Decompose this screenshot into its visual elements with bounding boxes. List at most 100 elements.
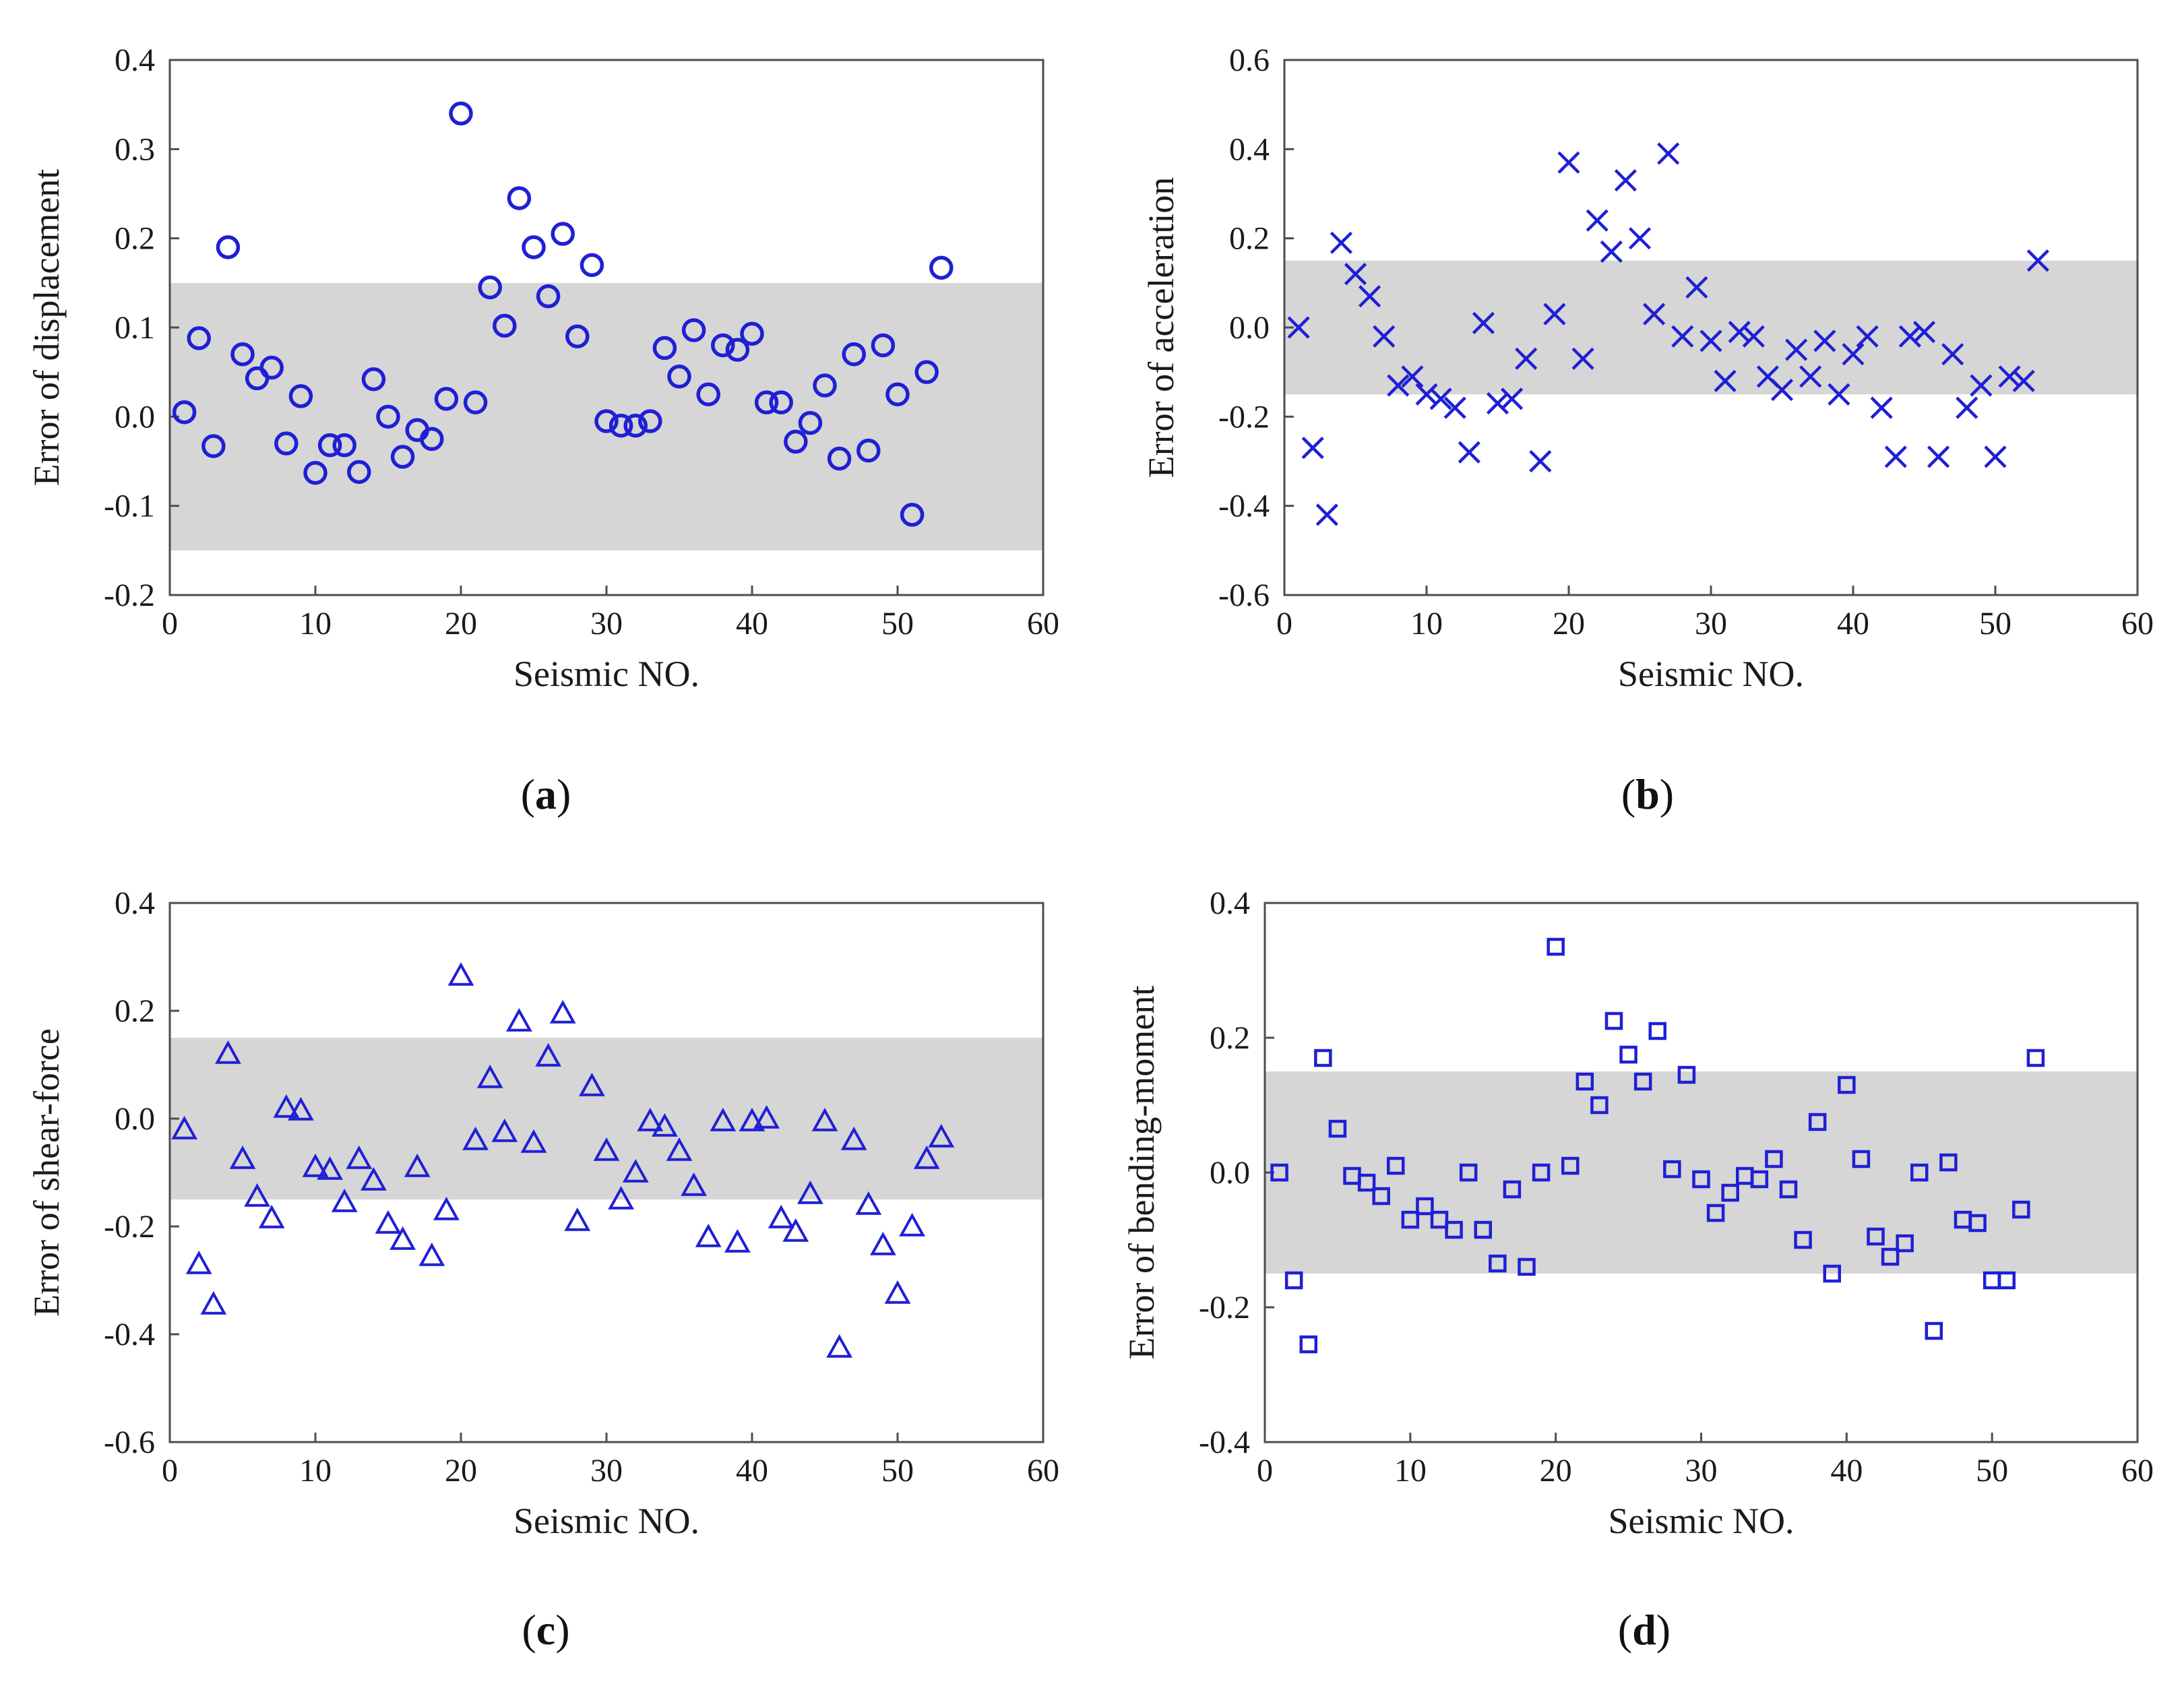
x-tick-label: 10 bbox=[1394, 1453, 1427, 1489]
x-tick-label: 40 bbox=[736, 606, 768, 642]
data-point bbox=[1328, 1119, 1347, 1138]
data-point bbox=[216, 235, 241, 259]
data-point bbox=[565, 324, 590, 348]
x-tick-label: 30 bbox=[590, 1453, 623, 1489]
data-point bbox=[201, 434, 226, 458]
data-point bbox=[288, 384, 313, 408]
data-point bbox=[782, 1218, 809, 1242]
data-point bbox=[1838, 1075, 1856, 1094]
data-point bbox=[798, 410, 823, 435]
y-tick-label: 0.2 bbox=[115, 221, 155, 257]
data-point bbox=[1301, 437, 1324, 460]
data-point bbox=[609, 413, 633, 438]
x-tick-label: 60 bbox=[1027, 1453, 1059, 1489]
data-point bbox=[389, 1226, 416, 1250]
data-point bbox=[462, 1126, 489, 1150]
data-point bbox=[1299, 1335, 1317, 1354]
data-series-b bbox=[1287, 142, 2049, 526]
data-point bbox=[928, 1123, 955, 1148]
data-point bbox=[361, 1166, 387, 1191]
data-point bbox=[1671, 325, 1694, 348]
data-point bbox=[711, 333, 735, 358]
data-point bbox=[1643, 303, 1666, 325]
data-point bbox=[1939, 1153, 1958, 1172]
data-point bbox=[346, 1145, 373, 1169]
data-point bbox=[171, 1115, 197, 1140]
data-point bbox=[273, 1094, 300, 1118]
data-point bbox=[274, 431, 299, 456]
x-tick-label: 60 bbox=[2121, 1453, 2154, 1489]
y-tick-label: 0.0 bbox=[1229, 310, 1270, 346]
data-point bbox=[579, 1072, 605, 1096]
y-tick-label: 0.1 bbox=[115, 310, 155, 346]
data-point bbox=[1415, 383, 1438, 406]
data-point bbox=[1503, 1180, 1522, 1199]
data-point bbox=[1543, 303, 1566, 325]
data-point bbox=[1870, 396, 1893, 419]
data-point bbox=[754, 390, 779, 414]
data-point bbox=[1742, 325, 1765, 348]
data-point bbox=[506, 1007, 532, 1032]
data-point bbox=[885, 382, 910, 406]
data-point bbox=[215, 1040, 241, 1064]
panel-caption: (d) bbox=[1618, 1606, 1671, 1654]
data-point bbox=[929, 255, 954, 280]
data-point bbox=[1785, 338, 1808, 361]
data-point bbox=[230, 342, 255, 367]
data-point bbox=[1881, 1247, 1900, 1266]
data-point bbox=[2012, 1200, 2030, 1219]
x-tick-label: 20 bbox=[1553, 606, 1585, 642]
data-point bbox=[696, 382, 720, 406]
y-tick-label: -0.4 bbox=[104, 1317, 155, 1352]
x-tick-label: 40 bbox=[1837, 606, 1869, 642]
data-point bbox=[1828, 383, 1850, 406]
data-point bbox=[1852, 1150, 1871, 1168]
data-point bbox=[1372, 1187, 1390, 1206]
y-tick-label: 0.2 bbox=[115, 993, 155, 1029]
x-axis-title: Seismic NO. bbox=[513, 654, 699, 694]
data-point bbox=[332, 433, 356, 458]
data-point bbox=[623, 413, 648, 438]
y-axis-title: Error of shear-force bbox=[26, 1028, 67, 1317]
data-point bbox=[667, 365, 691, 389]
data-point bbox=[493, 313, 517, 338]
data-point bbox=[1619, 1045, 1637, 1064]
data-point bbox=[1925, 1321, 1943, 1340]
data-point bbox=[1867, 1227, 1885, 1246]
data-point bbox=[1472, 311, 1495, 334]
x-tick-label: 60 bbox=[2121, 606, 2154, 642]
data-point bbox=[1474, 1220, 1492, 1239]
data-series-a bbox=[172, 101, 954, 527]
data-point bbox=[1443, 396, 1466, 419]
y-tick-label: 0.4 bbox=[1229, 131, 1270, 167]
y-tick-label: -0.4 bbox=[1199, 1425, 1250, 1460]
data-point bbox=[361, 367, 386, 392]
x-tick-label: 0 bbox=[162, 606, 178, 642]
data-point bbox=[666, 1137, 693, 1161]
data-point bbox=[258, 1204, 285, 1228]
data-point bbox=[1401, 1210, 1420, 1229]
data-point bbox=[1692, 1170, 1710, 1189]
data-point bbox=[652, 1113, 678, 1137]
x-axis-title: Seismic NO. bbox=[513, 1501, 699, 1541]
data-point bbox=[1941, 343, 1964, 366]
data-point bbox=[1823, 1264, 1841, 1283]
data-point bbox=[2026, 249, 2049, 272]
chart-panel-c: 0 10 20 30 40 50 60 -0.6 -0.4 -0.2 0.0 0.2 0.4 Seismi… bbox=[26, 885, 1059, 1654]
data-point bbox=[564, 1207, 591, 1231]
y-tick-label: -0.4 bbox=[1218, 489, 1270, 524]
x-tick-label: 20 bbox=[445, 606, 477, 642]
data-point bbox=[1633, 1072, 1652, 1091]
data-point bbox=[1657, 142, 1680, 165]
data-point bbox=[1401, 365, 1424, 388]
tolerance-band bbox=[170, 1038, 1043, 1199]
data-point bbox=[681, 318, 706, 342]
data-point bbox=[478, 275, 502, 300]
data-point bbox=[229, 1145, 256, 1169]
data-point bbox=[784, 429, 808, 454]
data-point bbox=[447, 962, 474, 986]
data-point bbox=[1547, 937, 1565, 956]
data-point bbox=[695, 1223, 722, 1247]
data-point bbox=[884, 1280, 911, 1304]
